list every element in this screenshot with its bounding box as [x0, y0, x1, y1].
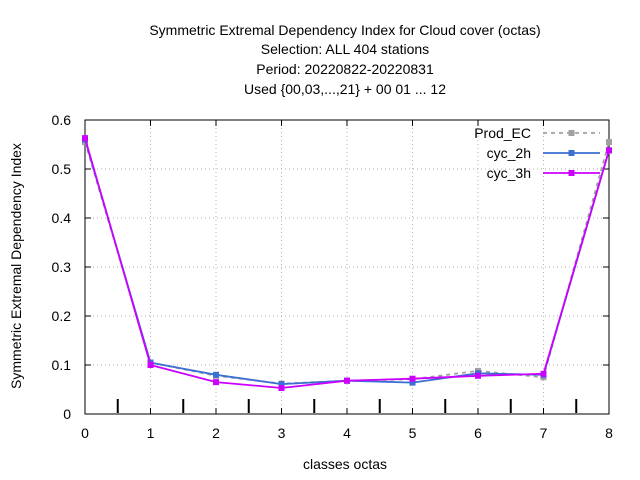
x-tick-label: 8 [605, 425, 613, 441]
series-cyc_2h [82, 136, 612, 388]
y-tick-label: 0 [63, 406, 71, 422]
x-tick-label: 3 [278, 425, 286, 441]
data-point [82, 135, 88, 142]
data-point [409, 375, 416, 382]
data-point [606, 147, 612, 154]
legend-marker [568, 150, 575, 156]
data-point [147, 362, 154, 368]
data-point [475, 372, 481, 379]
data-point [278, 381, 285, 388]
data-point [213, 379, 219, 386]
legend-label: cyc_3h [487, 165, 531, 181]
legend-label: Prod_EC [474, 125, 531, 141]
series-cyc_3h [82, 135, 612, 392]
series [82, 135, 612, 392]
x-tick-label: 5 [409, 425, 417, 441]
legend-label: cyc_2h [487, 145, 531, 161]
data-point [344, 377, 350, 384]
y-tick-label: 0.3 [52, 259, 72, 275]
axis-ticks: 0 1 2 3 4 5 6 7 8 0 0.1 0.2 0.3 0.4 0.5 0.6 [52, 112, 614, 441]
legend-marker [568, 130, 575, 136]
x-tick-label: 0 [81, 425, 89, 441]
y-tick-label: 0.1 [52, 357, 72, 373]
legend: Prod_EC cyc_2h cyc_3h [474, 125, 600, 181]
title-line-1: Symmetric Extremal Dependency Index for … [149, 22, 540, 38]
y-tick-label: 0.2 [52, 308, 72, 324]
data-point [606, 139, 612, 146]
x-axis-label: classes octas [303, 456, 387, 472]
x-tick-label: 7 [540, 425, 548, 441]
data-point [278, 385, 285, 392]
grid [85, 120, 609, 414]
bottom-markers [116, 399, 578, 413]
title-line-2: Selection: ALL 404 stations [261, 41, 429, 57]
chart-title: Symmetric Extremal Dependency Index for … [149, 22, 540, 97]
x-tick-label: 6 [474, 425, 482, 441]
y-tick-label: 0.4 [52, 210, 72, 226]
title-line-3: Period: 20220822-20220831 [256, 61, 434, 77]
y-axis-label: Symmetric Extremal Dependency Index [8, 143, 24, 389]
x-tick-label: 2 [212, 425, 220, 441]
title-line-4: Used {00,03,...,21} + 00 01 ... 12 [244, 81, 446, 97]
data-point [213, 371, 219, 378]
data-point [409, 379, 416, 386]
data-point [540, 370, 547, 377]
legend-marker [568, 170, 575, 176]
y-tick-label: 0.5 [52, 161, 72, 177]
x-tick-label: 1 [147, 425, 155, 441]
y-tick-label: 0.6 [52, 112, 72, 128]
x-tick-label: 4 [343, 425, 351, 441]
